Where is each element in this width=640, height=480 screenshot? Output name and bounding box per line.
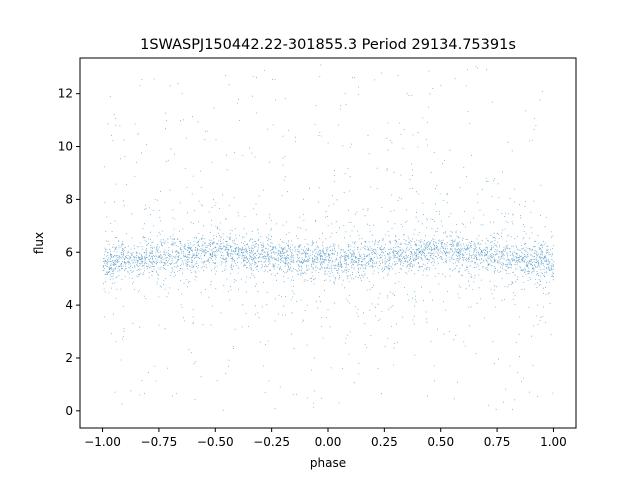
x-tick-label: −1.00 [84,435,121,449]
y-tick-label: 2 [65,351,73,365]
y-tick-label: 0 [65,404,73,418]
y-tick-label: 12 [58,87,73,101]
scatter-points [102,64,555,411]
x-tick-label: 1.00 [540,435,567,449]
y-tick-label: 8 [65,192,73,206]
y-axis-label: flux [32,232,46,254]
x-tick-label: −0.25 [253,435,290,449]
y-tick-label: 10 [58,140,73,154]
x-tick-label: 0.00 [315,435,342,449]
y-tick-label: 4 [65,298,73,312]
x-tick-label: −0.75 [141,435,178,449]
x-axis-label: phase [310,456,346,470]
x-tick-label: 0.25 [371,435,398,449]
y-axis-ticks: 0 2 4 6 8 10 12 [58,87,80,418]
x-tick-label: 0.50 [427,435,454,449]
x-tick-label: 0.75 [484,435,511,449]
y-tick-label: 6 [65,245,73,259]
chart-title: 1SWASPJ150442.22-301855.3 Period 29134.7… [140,37,516,53]
x-axis-ticks: −1.00 −0.75 −0.50 −0.25 0.00 0.25 0.50 0.75 1.00 [84,428,567,449]
scatter-point [102,64,555,411]
x-tick-label: −0.50 [197,435,234,449]
